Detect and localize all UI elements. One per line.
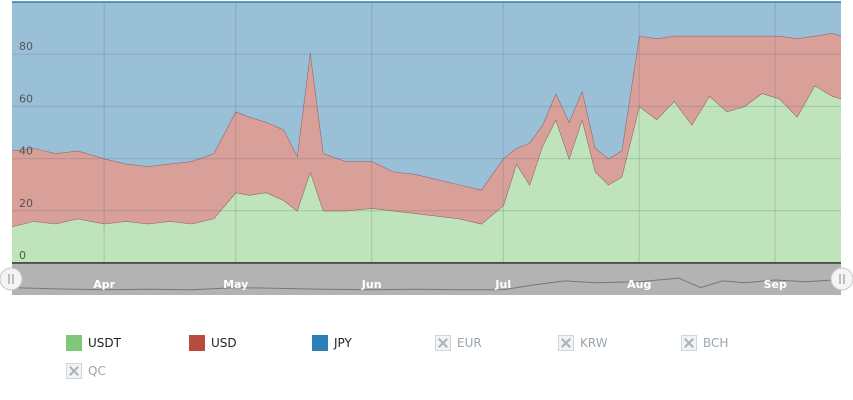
legend-label: USD <box>211 336 237 350</box>
handle-circle[interactable] <box>0 267 23 291</box>
legend-item-usd[interactable]: USD <box>189 334 237 352</box>
legend-label: KRW <box>580 336 608 350</box>
legend-label: USDT <box>88 336 121 350</box>
navigator-background[interactable] <box>12 264 841 295</box>
legend-disabled-icon <box>66 363 82 379</box>
legend-label: EUR <box>457 336 482 350</box>
legend-item-bch[interactable]: BCH <box>681 334 728 352</box>
legend-swatch <box>189 335 205 351</box>
x-tick-label-aug: Aug <box>627 278 651 291</box>
legend-item-jpy[interactable]: JPY <box>312 334 352 352</box>
legend-item-qc[interactable]: QC <box>66 362 106 380</box>
legend-swatch <box>312 335 328 351</box>
y-axis-ticks: 0 20 40 60 80 <box>19 40 33 262</box>
navigator-series <box>11 277 842 291</box>
x-tick-label-sep: Sep <box>764 278 787 291</box>
x-tick-label-jul: Jul <box>494 278 511 291</box>
range-navigator[interactable]: Apr May Jun Jul Aug Sep <box>0 264 853 295</box>
legend-item-usdt[interactable]: USDT <box>66 334 121 352</box>
legend-label: BCH <box>703 336 729 350</box>
legend-disabled-icon <box>558 335 574 351</box>
y-tick-label: 40 <box>19 145 33 158</box>
navigator-handle-left[interactable] <box>0 267 23 291</box>
stacked-area-chart: 0 20 40 60 80 Apr May Jun Jul Aug Sep <box>0 1 853 295</box>
area-jpy <box>12 2 841 190</box>
x-tick-label-apr: Apr <box>93 278 115 291</box>
area-usd <box>12 33 841 227</box>
legend-disabled-icon <box>681 335 697 351</box>
legend-swatch <box>66 335 82 351</box>
plot-areas <box>11 1 842 263</box>
y-tick-label: 20 <box>19 197 33 210</box>
navigator-handle-right[interactable] <box>830 267 853 291</box>
legend-label: JPY <box>334 336 352 350</box>
y-tick-label: 80 <box>19 40 33 53</box>
y-tick-label: 60 <box>19 92 33 105</box>
y-tick-label: 0 <box>19 249 26 262</box>
legend-disabled-icon <box>435 335 451 351</box>
legend-item-krw[interactable]: KRW <box>558 334 608 352</box>
legend-item-eur[interactable]: EUR <box>435 334 482 352</box>
x-tick-label-jun: Jun <box>361 278 382 291</box>
handle-circle[interactable] <box>830 267 853 291</box>
legend-label: QC <box>88 364 106 378</box>
x-tick-label-may: May <box>223 278 248 291</box>
